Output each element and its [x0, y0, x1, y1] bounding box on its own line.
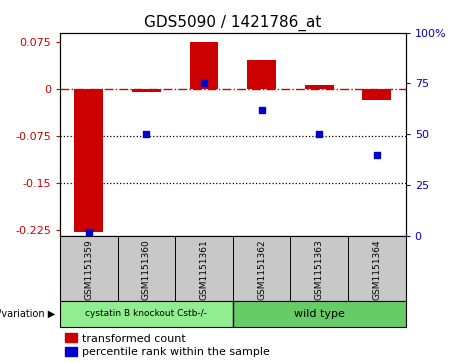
Text: GSM1151362: GSM1151362 — [257, 239, 266, 300]
Point — [315, 131, 323, 137]
Text: GSM1151360: GSM1151360 — [142, 239, 151, 300]
Text: GSM1151363: GSM1151363 — [315, 239, 324, 300]
Bar — [74, 89, 103, 232]
Title: GDS5090 / 1421786_at: GDS5090 / 1421786_at — [144, 15, 321, 31]
Text: GSM1151359: GSM1151359 — [84, 239, 93, 300]
Bar — [247, 60, 276, 89]
Text: wild type: wild type — [294, 309, 345, 319]
Bar — [60, 301, 233, 327]
Point — [142, 131, 150, 137]
Point — [200, 81, 207, 86]
Bar — [132, 89, 161, 92]
Legend: transformed count, percentile rank within the sample: transformed count, percentile rank withi… — [65, 333, 270, 358]
Point — [258, 107, 266, 113]
Point — [85, 229, 92, 235]
Text: cystatin B knockout Cstb-/-: cystatin B knockout Cstb-/- — [85, 310, 207, 318]
Text: genotype/variation ▶: genotype/variation ▶ — [0, 309, 55, 319]
Point — [373, 152, 381, 158]
Bar — [362, 89, 391, 100]
Bar — [189, 42, 219, 89]
Text: GSM1151361: GSM1151361 — [200, 239, 208, 300]
Bar — [305, 85, 334, 89]
Bar — [233, 301, 406, 327]
Text: GSM1151364: GSM1151364 — [372, 239, 381, 300]
